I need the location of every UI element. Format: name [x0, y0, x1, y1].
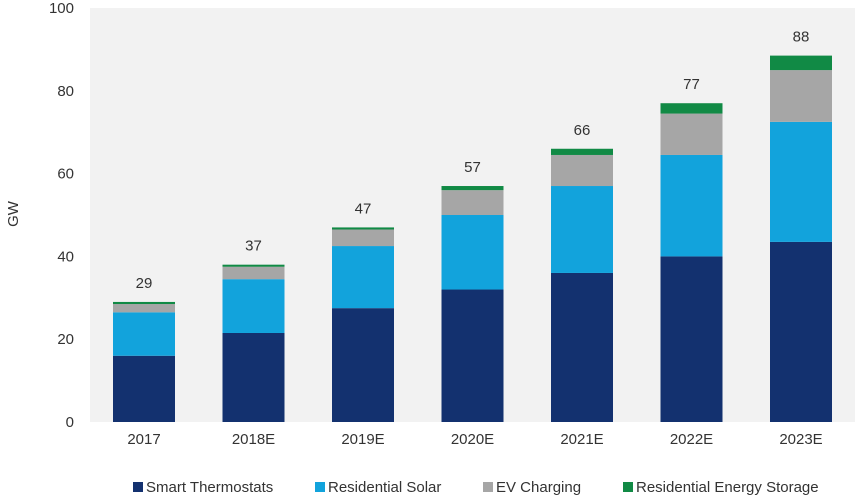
y-tick-label: 60	[57, 166, 74, 183]
legend-label: Smart Thermostats	[146, 479, 273, 496]
y-axis-title: GW	[5, 200, 22, 227]
bar-segment-ev-charging	[660, 113, 723, 155]
legend: Smart Thermostats Residential Solar EV Cha…	[133, 479, 819, 496]
y-tick-label: 0	[66, 414, 74, 431]
bar-total-label: 66	[574, 122, 591, 139]
legend-swatch	[483, 482, 493, 492]
bar-segment-residential-solar	[770, 121, 832, 242]
bar-segment-smart-thermostats	[660, 256, 723, 422]
bar-segment-residential-energy-storage	[770, 55, 832, 71]
bar-segment-ev-charging	[222, 266, 285, 280]
bar-segment-smart-thermostats	[332, 308, 394, 422]
bar-segment-residential-energy-storage	[332, 227, 394, 230]
x-tick-label: 2023E	[779, 431, 822, 448]
bars-group	[113, 55, 832, 422]
legend-swatch	[315, 482, 325, 492]
bar-segment-residential-energy-storage	[113, 301, 175, 305]
x-tick-label: 2022E	[670, 431, 713, 448]
bar-segment-smart-thermostats	[113, 355, 175, 422]
bar-segment-ev-charging	[113, 304, 175, 313]
legend-label: Residential Energy Storage	[636, 479, 819, 496]
bar-total-labels: 29 37 47 57 66 77 88	[136, 29, 810, 292]
bar-total-label: 88	[793, 29, 810, 46]
y-tick-label: 100	[49, 0, 74, 17]
bar-segment-residential-solar	[551, 186, 613, 273]
y-tick-label: 80	[57, 83, 74, 100]
legend-label: EV Charging	[496, 479, 581, 496]
bar-segment-residential-energy-storage	[551, 148, 613, 155]
bar-total-label: 29	[136, 275, 153, 292]
bar-segment-ev-charging	[551, 154, 613, 187]
bar-total-label: 47	[355, 200, 372, 217]
bar-segment-residential-solar	[660, 154, 723, 257]
x-tick-label: 2021E	[560, 431, 603, 448]
bar-segment-ev-charging	[770, 70, 832, 122]
bar-segment-residential-energy-storage	[222, 264, 285, 267]
legend-swatch	[623, 482, 633, 492]
bar-segment-smart-thermostats	[770, 241, 832, 422]
y-tick-label: 40	[57, 248, 74, 265]
bar-total-label: 57	[464, 159, 481, 176]
y-axis-ticks: 0 20 40 60 80 100	[49, 0, 74, 431]
legend-swatch	[133, 482, 143, 492]
bar-segment-residential-solar	[222, 279, 285, 333]
x-tick-label: 2019E	[341, 431, 384, 448]
bar-segment-smart-thermostats	[551, 272, 613, 422]
bar-segment-ev-charging	[332, 229, 394, 247]
x-axis-labels: 2017 2018E 2019E 2020E 2021E 2022E 2023E	[127, 431, 822, 448]
bar-segment-residential-energy-storage	[441, 186, 504, 191]
bar-segment-smart-thermostats	[441, 289, 504, 422]
legend-label: Residential Solar	[328, 479, 441, 496]
bar-segment-residential-energy-storage	[660, 103, 723, 114]
bar-segment-residential-solar	[113, 312, 175, 356]
bar-total-label: 37	[245, 238, 262, 255]
bar-segment-residential-solar	[332, 246, 394, 309]
x-tick-label: 2020E	[451, 431, 494, 448]
x-tick-label: 2018E	[232, 431, 275, 448]
bar-segment-residential-solar	[441, 215, 504, 290]
bar-total-label: 77	[683, 76, 700, 93]
x-tick-label: 2017	[127, 431, 160, 448]
bar-segment-ev-charging	[441, 190, 504, 215]
bar-segment-smart-thermostats	[222, 332, 285, 422]
y-tick-label: 20	[57, 331, 74, 348]
